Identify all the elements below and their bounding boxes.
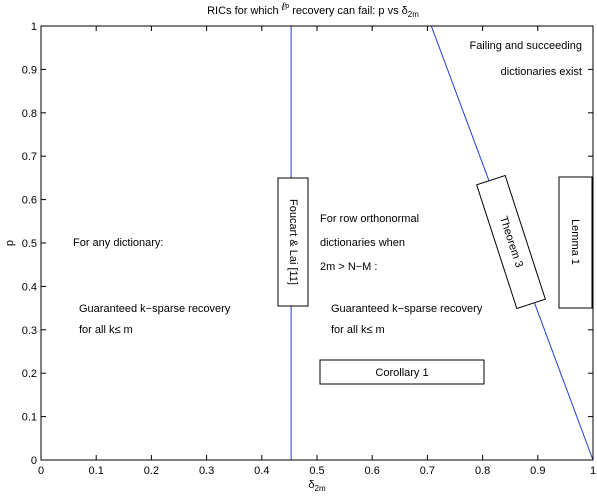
- x-tick-label: 0.3: [199, 465, 214, 477]
- x-tick-label: 1: [590, 465, 596, 477]
- title-part-2: recovery can fail: p vs: [289, 5, 402, 17]
- x-tick-label: 0.8: [475, 465, 490, 477]
- annotation-any-dictionary: For any dictionary:: [73, 237, 163, 249]
- annotation-row-orthonormal-3: 2m > N−M :: [320, 261, 377, 273]
- x-axis-label: δ2m: [308, 479, 326, 493]
- y-tick-label: 1: [31, 21, 37, 33]
- x-axis-label-delta: δ: [308, 479, 314, 491]
- box-theorem-3: Theorem 3: [476, 174, 546, 310]
- box-lemma-1: Lemma 1: [558, 176, 593, 309]
- x-axis-ticks: 0 0.1 0.2 0.3 0.4 0.5 0.6 0.7 0.8 0.9 1: [38, 26, 596, 477]
- box-foucart-lai: Foucart & Lai [11]: [277, 177, 309, 307]
- title-delta-sub: 2m: [408, 10, 419, 19]
- x-tick-label: 0.2: [144, 465, 159, 477]
- annotation-guaranteed-left-2: for all k≤ m: [79, 324, 133, 336]
- x-tick-label: 0.7: [420, 465, 435, 477]
- annotation-failing-line2: dictionaries exist: [501, 66, 582, 78]
- y-axis-ticks: 0 0.1 0.2 0.3 0.4 0.5 0.6 0.7 0.8 0.9 1: [22, 21, 593, 467]
- box-lemma-1-label: Lemma 1: [569, 219, 581, 265]
- x-tick-label: 0.4: [254, 465, 269, 477]
- annotation-guaranteed-mid-1: Guaranteed k−sparse recovery: [331, 303, 483, 315]
- title-ell-symbol: ℓ: [281, 1, 286, 13]
- y-tick-label: 0.8: [22, 108, 37, 120]
- chart-title: RICs for which ℓp recovery can fail: p v…: [207, 1, 419, 19]
- y-tick-label: 0.5: [22, 238, 37, 250]
- annotation-guaranteed-mid-2: for all k≤ m: [331, 324, 385, 336]
- annotation-row-orthonormal-1: For row orthonormal: [320, 213, 419, 225]
- title-ell-p: p: [285, 3, 289, 10]
- annotation-guaranteed-left-1: Guaranteed k−sparse recovery: [79, 303, 231, 315]
- y-tick-label: 0.9: [22, 64, 37, 76]
- y-axis-label: p: [4, 240, 16, 246]
- x-tick-label: 0.5: [309, 465, 324, 477]
- y-tick-label: 0.3: [22, 325, 37, 337]
- y-tick-label: 0.2: [22, 368, 37, 380]
- y-tick-label: 0.1: [22, 412, 37, 424]
- title-delta: δ: [402, 5, 408, 17]
- y-tick-label: 0.7: [22, 151, 37, 163]
- x-tick-label: 0.6: [365, 465, 380, 477]
- y-tick-label: 0.6: [22, 195, 37, 207]
- y-tick-label: 0: [31, 455, 37, 467]
- y-tick-label: 0.4: [22, 281, 37, 293]
- annotation-failing-line1: Failing and succeeding: [469, 40, 582, 52]
- x-tick-label: 0.1: [89, 465, 104, 477]
- x-axis-label-sub: 2m: [315, 484, 326, 493]
- title-part-1: RICs for which: [207, 5, 282, 17]
- box-foucart-lai-label: Foucart & Lai [11]: [287, 199, 299, 285]
- box-corollary-1-label: Corollary 1: [375, 367, 428, 379]
- x-tick-label: 0: [38, 465, 44, 477]
- box-corollary-1: Corollary 1: [319, 359, 485, 385]
- annotation-row-orthonormal-2: dictionaries when: [320, 237, 405, 249]
- x-tick-label: 0.9: [530, 465, 545, 477]
